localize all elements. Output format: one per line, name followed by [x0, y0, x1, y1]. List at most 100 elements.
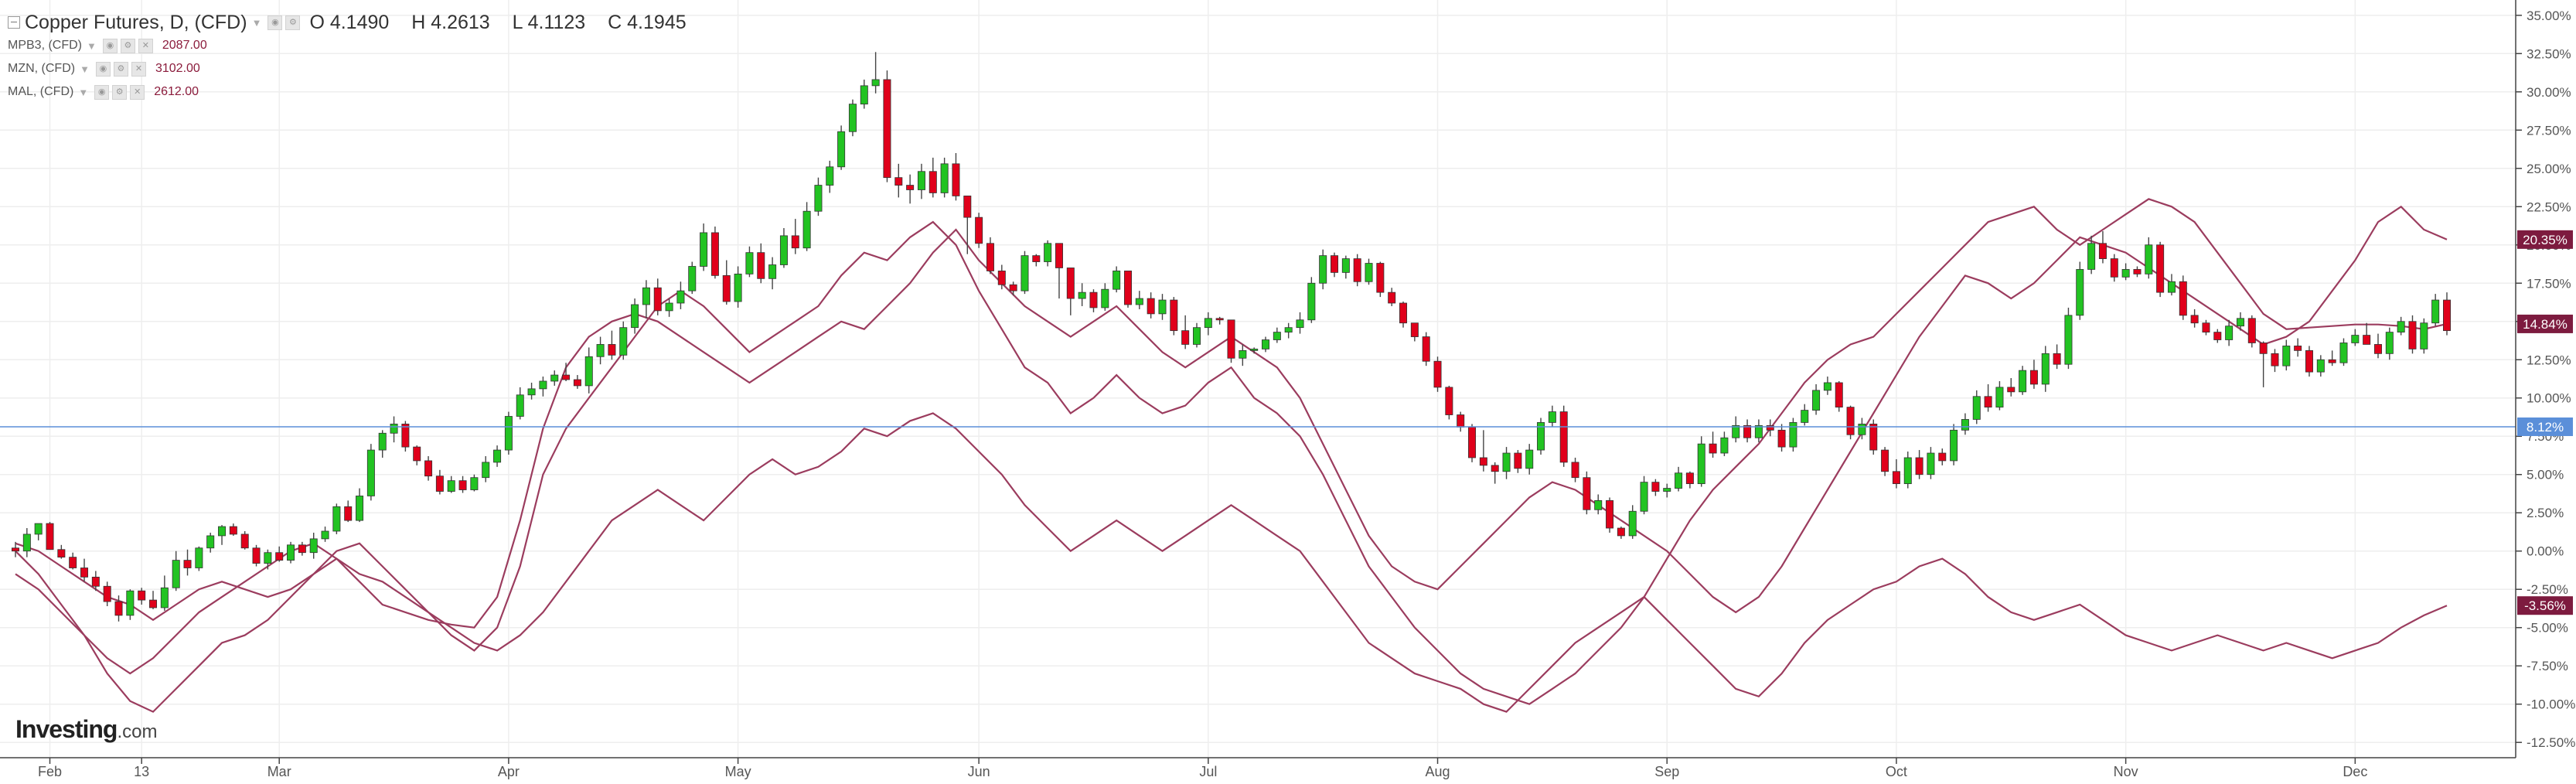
candle-up — [516, 387, 524, 420]
candle-up — [1525, 444, 1534, 475]
candle-body — [539, 380, 547, 390]
compare-symbol[interactable]: MZN, (CFD) — [8, 62, 76, 75]
y-axis-labels[interactable]: -12.50% -10.00% -7.50% -5.00% -2.50% 0.00% 2.5… — [2516, 9, 2575, 750]
candle-up — [631, 298, 639, 334]
candle-up — [1273, 327, 1281, 343]
candle-body — [1445, 387, 1453, 415]
candle-body — [458, 480, 467, 490]
candle-body — [814, 185, 823, 212]
candle-up — [837, 125, 846, 170]
candle-up — [1044, 240, 1052, 267]
eye-icon[interactable]: ◉ — [95, 61, 111, 77]
candle-body — [631, 304, 639, 329]
candle-body — [791, 235, 799, 249]
candle-body — [1239, 349, 1247, 359]
main-series-title[interactable]: Copper Futures, D, (CFD) — [25, 11, 247, 33]
candle-body — [734, 273, 742, 302]
candle-body — [1927, 452, 1935, 476]
candle-up — [2076, 261, 2084, 320]
collapse-legend-icon[interactable] — [8, 16, 20, 29]
compare-row-mpb3[interactable]: MPB3, (CFD) ▼ ◉ ⚙ ✕ 2087.00 — [8, 34, 704, 57]
low-value: L 4.1123 — [512, 11, 586, 33]
x-axis-labels[interactable]: Feb 13 Mar Apr May Jun Jul Aug Sep Oct Nov Dec — [38, 758, 2367, 779]
y-tick-label: 30.00% — [2527, 85, 2571, 100]
main-series-row[interactable]: Copper Futures, D, (CFD) ▼ ◉ ⚙ O 4.1490 … — [8, 11, 704, 34]
candle-down — [344, 500, 353, 523]
candle-body — [1892, 471, 1900, 485]
candle-body — [2225, 326, 2234, 340]
badge-label: 20.35% — [2523, 233, 2567, 247]
close-icon[interactable]: ✕ — [131, 61, 146, 77]
candle-body — [2316, 359, 2325, 373]
candle-up — [2431, 294, 2440, 326]
eye-icon[interactable]: ◉ — [267, 15, 283, 30]
candle-down — [1938, 448, 1947, 465]
settings-icon[interactable]: ⚙ — [112, 84, 128, 100]
candle-up — [1284, 322, 1293, 339]
candle-down — [240, 530, 249, 550]
candle-up — [126, 589, 135, 620]
candle-up — [1537, 418, 1545, 455]
candle-body — [2007, 387, 2015, 393]
candle-body — [356, 496, 364, 521]
chevron-down-icon[interactable]: ▼ — [87, 39, 97, 52]
candle-body — [871, 79, 880, 87]
candle-body — [2373, 344, 2382, 354]
compare-row-mal[interactable]: MAL, (CFD) ▼ ◉ ⚙ ✕ 2612.00 — [8, 80, 704, 104]
candle-body — [1341, 258, 1350, 273]
compare-row-mzn[interactable]: MZN, (CFD) ▼ ◉ ⚙ ✕ 3102.00 — [8, 57, 704, 80]
eye-icon[interactable]: ◉ — [102, 38, 118, 53]
close-icon[interactable]: ✕ — [138, 38, 153, 53]
chevron-down-icon[interactable]: ▼ — [251, 16, 262, 29]
candle-up — [1972, 390, 1981, 424]
candle-body — [1101, 288, 1109, 308]
candle-body — [2167, 281, 2176, 293]
candle-up — [1732, 416, 1740, 443]
candle-body — [1284, 327, 1293, 333]
chevron-down-icon[interactable]: ▼ — [80, 63, 90, 75]
candle-body — [710, 232, 719, 276]
candle-down — [1984, 383, 1992, 412]
candle-down — [608, 330, 616, 360]
candle-body — [1950, 429, 1958, 462]
candle-body — [1675, 472, 1683, 489]
candle-body — [366, 449, 375, 496]
candle-body — [2339, 343, 2348, 363]
candle-body — [1685, 472, 1694, 485]
candle-down — [183, 549, 192, 576]
candle-up — [1341, 255, 1350, 279]
settings-icon[interactable]: ⚙ — [113, 61, 128, 77]
candle-down — [986, 237, 994, 274]
candle-body — [1055, 243, 1063, 268]
candle-down — [57, 544, 66, 559]
chevron-down-icon[interactable]: ▼ — [78, 86, 89, 98]
candle-down — [138, 588, 146, 605]
candle-down — [1123, 271, 1132, 308]
eye-icon[interactable]: ◉ — [94, 84, 110, 100]
settings-icon[interactable]: ⚙ — [285, 15, 301, 30]
candle-body — [2053, 353, 2061, 365]
y-tick-label: -10.00% — [2527, 697, 2575, 712]
candle-body — [1789, 422, 1797, 448]
candle-up — [848, 99, 857, 137]
compare-buttons: ◉ ⚙ ✕ — [102, 38, 153, 53]
settings-icon[interactable]: ⚙ — [120, 38, 135, 53]
candle-down — [997, 264, 1006, 290]
compare-buttons: ◉ ⚙ ✕ — [95, 61, 146, 77]
candle-body — [1697, 443, 1705, 485]
close-icon[interactable]: ✕ — [130, 84, 145, 100]
compare-symbol[interactable]: MPB3, (CFD) — [8, 39, 82, 52]
compare-symbol[interactable]: MAL, (CFD) — [8, 85, 74, 98]
candle-up — [470, 474, 479, 492]
candle-body — [779, 235, 788, 265]
candle-body — [1331, 255, 1339, 273]
candle-down — [722, 260, 731, 305]
candle-up — [2167, 274, 2176, 296]
candle-down — [149, 591, 158, 609]
candle-up — [195, 546, 203, 571]
candle-up — [1594, 494, 1603, 515]
compare-buttons: ◉ ⚙ ✕ — [94, 84, 145, 100]
candle-body — [2190, 315, 2199, 324]
candle-body — [562, 374, 571, 380]
